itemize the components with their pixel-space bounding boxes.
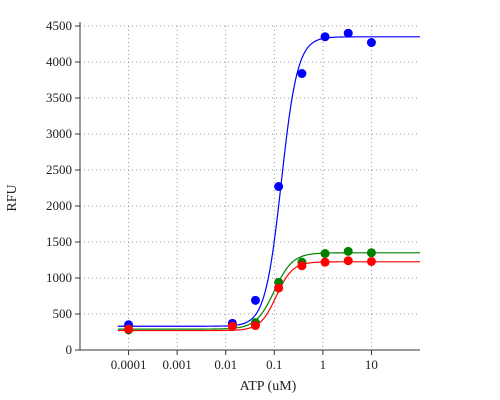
- y-tick-label: 4000: [46, 54, 72, 69]
- y-tick-label: 1000: [46, 270, 72, 285]
- y-tick-label: 3000: [46, 126, 72, 141]
- data-point-2: [250, 321, 260, 331]
- data-point-0: [343, 28, 353, 38]
- data-point-1: [320, 249, 330, 259]
- data-point-0: [297, 69, 307, 79]
- y-tick-label: 1500: [46, 234, 72, 249]
- data-points: [124, 28, 376, 335]
- fit-curve-0: [117, 36, 420, 327]
- axes: 0.0001 0.001 0.01 0.1 1 10 0 500 1000 1500 2000 250…: [46, 18, 420, 372]
- data-point-2: [124, 324, 134, 334]
- data-point-2: [227, 321, 237, 331]
- x-tick-label: 0.0001: [111, 357, 147, 372]
- data-point-2: [274, 283, 284, 293]
- y-tick-label: 2000: [46, 198, 72, 213]
- y-tick-label: 0: [66, 342, 73, 357]
- data-point-0: [320, 32, 330, 42]
- data-point-2: [297, 261, 307, 271]
- fit-curves: [117, 36, 420, 332]
- y-tick-label: 4500: [46, 18, 72, 33]
- data-point-2: [343, 256, 353, 266]
- x-tick-label: 10: [365, 357, 378, 372]
- x-axis-title: ATP (uM): [240, 379, 297, 394]
- data-point-0: [366, 38, 376, 48]
- data-point-2: [320, 257, 330, 267]
- y-tick-label: 500: [53, 306, 73, 321]
- y-tick-label: 2500: [46, 162, 72, 177]
- data-point-2: [366, 256, 376, 266]
- x-tick-label: 0.001: [163, 357, 192, 372]
- data-point-0: [274, 182, 284, 192]
- x-tick-label: 0.01: [214, 357, 237, 372]
- x-tick-label: 1: [320, 357, 327, 372]
- y-tick-label: 3500: [46, 90, 72, 105]
- data-point-0: [250, 295, 260, 305]
- data-point-1: [343, 246, 353, 256]
- data-point-1: [366, 248, 376, 258]
- x-tick-label: 0.1: [266, 357, 282, 372]
- y-axis-title: RFU: [5, 184, 20, 211]
- grid: [80, 25, 420, 350]
